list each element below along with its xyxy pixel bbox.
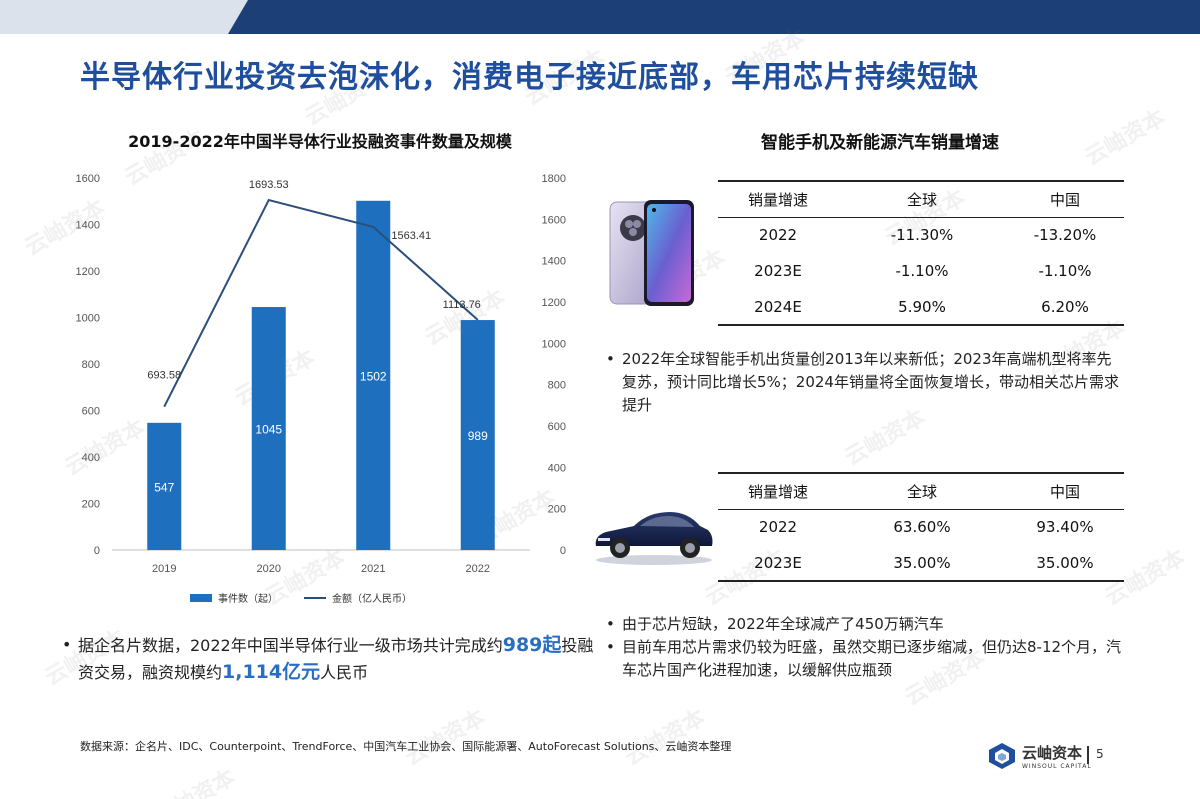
left-axis-tick: 1200 bbox=[76, 266, 100, 278]
left-axis-tick: 200 bbox=[82, 499, 100, 511]
page-title: 半导体行业投资去泡沫化，消费电子接近底部，车用芯片持续短缺 bbox=[80, 60, 979, 95]
left-axis-tick: 1600 bbox=[76, 173, 100, 185]
table-cell: 2022 bbox=[758, 226, 798, 245]
footer-divider bbox=[1087, 746, 1089, 764]
right-axis-tick: 1400 bbox=[542, 256, 566, 268]
table-cell: 63.60% bbox=[893, 518, 951, 537]
ev-growth-table: 销量增速 全球 中国 2022 63.60% 93.40% 2023E 35.0… bbox=[718, 472, 1124, 582]
table-row: 2023E -1.10% -1.10% bbox=[718, 253, 1124, 289]
table-cell: 93.40% bbox=[1036, 518, 1094, 537]
right-axis-tick: 1000 bbox=[542, 338, 566, 350]
legend-bar-label: 事件数（起） bbox=[218, 592, 278, 605]
table-cell: 2022 bbox=[758, 518, 798, 537]
chart-title: 2019-2022年中国半导体行业投融资事件数量及规模 bbox=[128, 132, 512, 151]
bar bbox=[251, 307, 286, 550]
table-cell: 5.90% bbox=[838, 289, 1006, 326]
left-axis-tick: 1000 bbox=[76, 313, 100, 325]
right-axis-tick: 1200 bbox=[542, 297, 566, 309]
left-axis-tick: 600 bbox=[82, 406, 100, 418]
table-cell: -1.10% bbox=[895, 262, 949, 280]
bullet-item: 目前车用芯片需求仍较为旺盛，虽然交期已逐步缩减，但仍达8-12个月，汽车芯片国产… bbox=[606, 636, 1126, 682]
column-header: 中国 bbox=[1006, 180, 1124, 218]
table-row: 2022 63.60% 93.40% bbox=[718, 509, 1124, 545]
bar-data-label: 547 bbox=[154, 480, 174, 494]
legend-bar-swatch bbox=[190, 594, 212, 602]
winsoul-logo-icon bbox=[989, 743, 1015, 769]
bar-data-label: 1045 bbox=[255, 423, 282, 437]
smartphone-icon bbox=[609, 200, 694, 306]
left-axis-tick: 800 bbox=[82, 359, 100, 371]
watermark-text: 云岫资本 bbox=[150, 765, 240, 799]
bar-data-label: 1502 bbox=[360, 369, 387, 383]
investment-summary: 据企名片数据，2022年中国半导体行业一级市场共计完成约989起投融资交易，融资… bbox=[62, 632, 602, 686]
x-axis-tick: 2020 bbox=[257, 563, 281, 575]
right-axis-tick: 600 bbox=[548, 421, 566, 433]
bullet-item: 据企名片数据，2022年中国半导体行业一级市场共计完成约989起投融资交易，融资… bbox=[62, 632, 602, 686]
footer-logo: 云岫资本 WINSOUL CAPITAL 5 bbox=[988, 740, 1113, 776]
x-axis-tick: 2021 bbox=[361, 563, 385, 575]
column-header: 销量增速 bbox=[718, 180, 838, 218]
right-axis-tick: 200 bbox=[548, 504, 566, 516]
summary-text: 投融资交易，融资规模约 bbox=[78, 636, 594, 682]
table-cell: 35.00% bbox=[838, 545, 1006, 582]
bar-data-label: 989 bbox=[468, 429, 488, 443]
x-axis-tick: 2022 bbox=[466, 563, 490, 575]
source-note: 数据来源：企名片、IDC、Counterpoint、TrendForce、中国汽… bbox=[80, 740, 732, 753]
right-axis-tick: 800 bbox=[548, 380, 566, 392]
bar bbox=[356, 200, 391, 550]
table-row: 2024E 5.90% 6.20% bbox=[718, 289, 1124, 326]
table-row: 2023E 35.00% 35.00% bbox=[718, 545, 1124, 582]
deal-count-highlight: 989起 bbox=[502, 634, 562, 656]
car-icon bbox=[595, 512, 713, 565]
x-axis-tick: 2019 bbox=[152, 563, 176, 575]
table-cell: 2023E bbox=[754, 262, 802, 280]
column-header: 销量增速 bbox=[718, 472, 838, 510]
logo-text: 云岫资本 bbox=[1022, 744, 1083, 762]
summary-text: 人民币 bbox=[320, 663, 369, 682]
right-axis-tick: 400 bbox=[548, 462, 566, 474]
table-cell: 2024E bbox=[718, 289, 838, 326]
line-data-label: 693.58 bbox=[147, 370, 181, 382]
table-row: 2022 -11.30% -13.20% bbox=[718, 217, 1124, 253]
amount-line bbox=[163, 198, 479, 408]
watermark-text: 云岫资本 bbox=[400, 705, 490, 771]
line-data-label: 1693.53 bbox=[249, 179, 289, 191]
table-cell: -13.20% bbox=[1033, 226, 1097, 245]
table-cell: 35.00% bbox=[1006, 545, 1124, 582]
table-cell: -11.30% bbox=[890, 226, 954, 245]
line-data-label: 1113.76 bbox=[443, 299, 481, 311]
left-axis-tick: 1400 bbox=[76, 220, 100, 232]
top-band-accent bbox=[228, 0, 1200, 34]
column-header: 中国 bbox=[1006, 472, 1124, 510]
bullet-item: 2022年全球智能手机出货量创2013年以来新低；2023年高端机型将率先复苏，… bbox=[606, 348, 1126, 417]
legend-line-label: 金额（亿人民币） bbox=[332, 592, 412, 605]
bullet-item: 由于芯片短缺，2022年全球减产了450万辆汽车 bbox=[606, 613, 1126, 636]
ev-notes: 由于芯片短缺，2022年全球减产了450万辆汽车 目前车用芯片需求仍较为旺盛，虽… bbox=[606, 613, 1126, 682]
left-axis-tick: 0 bbox=[94, 545, 100, 557]
smartphone-notes: 2022年全球智能手机出货量创2013年以来新低；2023年高端机型将率先复苏，… bbox=[606, 348, 1126, 417]
bar bbox=[460, 320, 495, 550]
table-header-row: 销量增速 全球 中国 bbox=[718, 472, 1124, 510]
line-data-label: 1563.41 bbox=[391, 230, 431, 242]
table-cell: 2023E bbox=[718, 545, 838, 582]
bar bbox=[147, 422, 182, 550]
table-cell: 6.20% bbox=[1006, 289, 1124, 326]
logo-subtext: WINSOUL CAPITAL bbox=[1022, 763, 1092, 770]
right-axis-tick: 1800 bbox=[542, 173, 566, 185]
watermark-text: 云岫资本 bbox=[1080, 105, 1170, 171]
left-axis-tick: 400 bbox=[82, 452, 100, 464]
combo-chart: 0 200 400 600 800 1000 1200 1400 1600 0 200 400 600 8… bbox=[76, 173, 566, 605]
watermark-text: 云岫资本 bbox=[620, 705, 710, 771]
page-number: 5 bbox=[1096, 747, 1104, 761]
summary-text: 据企名片数据，2022年中国半导体行业一级市场共计完成约 bbox=[78, 636, 503, 655]
table-cell: -1.10% bbox=[1038, 262, 1092, 280]
column-header: 全球 bbox=[838, 180, 1006, 218]
right-axis-tick: 1600 bbox=[542, 214, 566, 226]
right-section-title: 智能手机及新能源汽车销量增速 bbox=[761, 133, 999, 153]
smartphone-growth-table: 销量增速 全球 中国 2022 -11.30% -13.20% 2023E -1… bbox=[718, 180, 1124, 326]
table-header-row: 销量增速 全球 中国 bbox=[718, 180, 1124, 218]
column-header: 全球 bbox=[838, 472, 1006, 510]
right-axis-tick: 0 bbox=[560, 545, 566, 557]
deal-amount-highlight: 1,114亿元 bbox=[222, 661, 321, 683]
